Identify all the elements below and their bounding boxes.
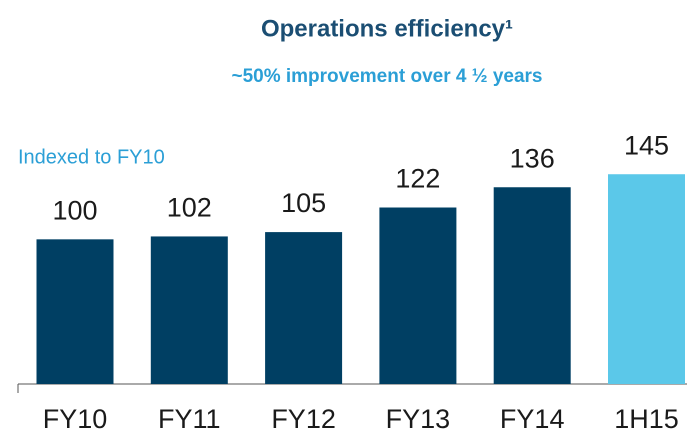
chart-subtitle: ~50% improvement over 4 ½ years	[231, 66, 542, 87]
bar	[265, 232, 343, 384]
x-tick-label: FY11	[158, 404, 221, 434]
value-label: 145	[624, 130, 669, 160]
value-label: 102	[167, 193, 212, 223]
bar	[608, 174, 685, 384]
value-label: 122	[395, 164, 440, 194]
x-tick-label: FY10	[43, 404, 108, 434]
value-label: 136	[510, 143, 555, 173]
x-tick-label: FY14	[500, 404, 565, 434]
bar	[379, 207, 457, 384]
x-tick-label: FY12	[271, 404, 336, 434]
bar	[150, 236, 228, 384]
annotation: Indexed to FY10	[18, 146, 165, 168]
value-label: 105	[281, 188, 326, 218]
bar	[36, 239, 114, 384]
bar	[493, 187, 571, 384]
chart-title: Operations efficiency¹	[261, 15, 513, 42]
x-tick-label: 1H15	[614, 404, 679, 434]
x-tick-label: FY13	[386, 404, 451, 434]
value-label: 100	[52, 195, 97, 225]
